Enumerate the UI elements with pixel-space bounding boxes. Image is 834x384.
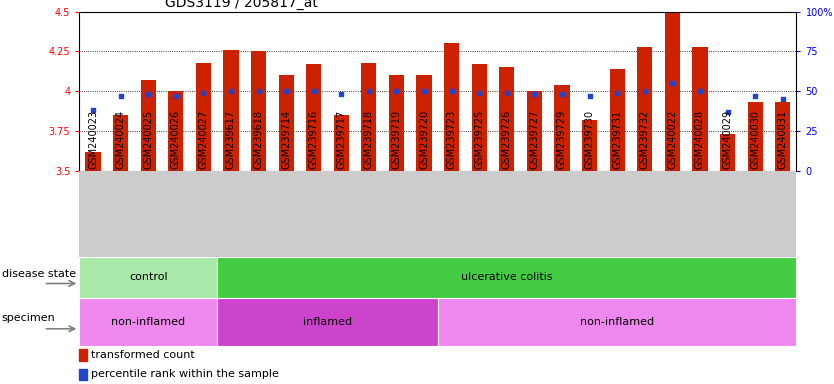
Point [721,109,734,115]
Bar [168,91,183,171]
Point [638,88,651,94]
Bar [79,298,217,346]
Point [666,80,679,86]
Bar [79,369,87,380]
Point [693,88,706,94]
Bar [389,75,404,171]
Point [224,88,238,94]
Bar [444,43,460,171]
Point [748,93,761,99]
Text: percentile rank within the sample: percentile rank within the sample [91,369,279,379]
Text: specimen: specimen [2,313,55,323]
Point [417,88,430,94]
Point [169,93,183,99]
Bar [224,50,239,171]
Bar [555,85,570,171]
Point [114,93,128,99]
Bar [775,103,791,171]
Point [389,88,403,94]
Text: disease state: disease state [2,268,76,279]
Bar [79,257,217,298]
Point [334,91,348,98]
Bar [113,115,128,171]
Bar [610,69,625,171]
Point [362,88,375,94]
Bar [665,12,680,171]
Bar [747,103,762,171]
Bar [141,80,156,171]
Point [583,93,596,99]
Text: transformed count: transformed count [91,350,194,360]
Bar [361,63,376,171]
Bar [637,46,652,171]
Text: GDS3119 / 205817_at: GDS3119 / 205817_at [165,0,319,10]
Bar [217,257,796,298]
Bar [692,46,707,171]
Bar [416,75,432,171]
Text: inflamed: inflamed [303,316,352,327]
Bar [438,298,796,346]
Point [528,91,541,98]
Bar [472,64,487,171]
Bar [527,91,542,171]
Bar [196,63,211,171]
Point [473,90,486,96]
Bar [582,120,597,171]
Point [307,88,320,94]
Text: control: control [129,272,168,283]
Bar [85,152,101,171]
Bar [306,64,321,171]
Point [252,88,265,94]
Point [776,96,789,102]
Text: ulcerative colitis: ulcerative colitis [461,272,553,283]
Point [610,90,624,96]
Bar [720,134,735,171]
Point [555,91,569,98]
Point [197,90,210,96]
Text: non-inflamed: non-inflamed [580,316,654,327]
Bar [334,115,349,171]
Point [142,91,155,98]
Bar [500,67,515,171]
Bar [217,298,438,346]
Point [87,107,100,113]
Bar [251,51,266,171]
Bar [79,349,87,361]
Bar [279,75,294,171]
Point [500,90,514,96]
Text: non-inflamed: non-inflamed [111,316,185,327]
Point [279,88,293,94]
Point [445,88,459,94]
